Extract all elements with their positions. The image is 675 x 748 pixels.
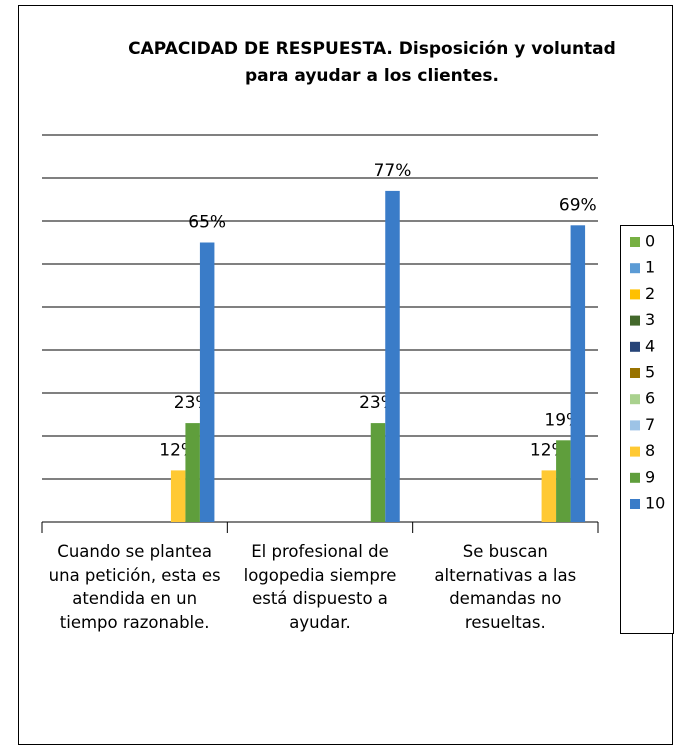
legend-swatch bbox=[630, 446, 640, 457]
data-label: 65% bbox=[188, 213, 226, 233]
bar bbox=[370, 423, 386, 522]
x-tick-label: El profesional de logopedia siempre está… bbox=[243, 542, 397, 632]
legend-swatch bbox=[630, 289, 640, 300]
legend-label: 5 bbox=[645, 363, 655, 382]
legend-label: 3 bbox=[645, 310, 655, 329]
legend-label: 0 bbox=[645, 232, 655, 251]
data-label: 77% bbox=[374, 161, 412, 181]
bar bbox=[199, 242, 215, 522]
legend-swatch bbox=[630, 394, 640, 405]
legend-label: 10 bbox=[645, 494, 665, 513]
legend-swatch bbox=[630, 263, 640, 274]
legend-label: 1 bbox=[645, 258, 655, 277]
legend-swatch bbox=[630, 341, 640, 352]
x-tick-label: Se buscan alternativas a las demandas no… bbox=[434, 542, 577, 632]
legend-label: 9 bbox=[645, 467, 655, 486]
legend-label: 6 bbox=[645, 389, 655, 408]
x-tick-label: Cuando se plantea una petición, esta es … bbox=[48, 542, 221, 632]
bar bbox=[185, 423, 200, 522]
bar bbox=[170, 470, 186, 522]
legend-swatch bbox=[630, 315, 640, 326]
bar bbox=[541, 470, 557, 522]
bar bbox=[556, 440, 571, 522]
legend-swatch bbox=[630, 472, 640, 483]
bar bbox=[385, 190, 400, 522]
legend-label: 8 bbox=[645, 441, 655, 460]
legend-label: 4 bbox=[645, 336, 655, 355]
bar bbox=[570, 225, 586, 523]
legend-label: 2 bbox=[645, 284, 655, 303]
chart-title: CAPACIDAD DE RESPUESTA. Disposición y vo… bbox=[128, 39, 616, 86]
data-label: 69% bbox=[559, 195, 597, 215]
legend-swatch bbox=[630, 420, 640, 431]
legend-label: 7 bbox=[645, 415, 655, 434]
legend-swatch bbox=[630, 237, 640, 247]
legend-swatch bbox=[630, 368, 640, 378]
legend-swatch bbox=[630, 499, 640, 509]
legend-box bbox=[620, 225, 674, 634]
